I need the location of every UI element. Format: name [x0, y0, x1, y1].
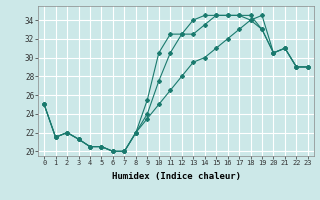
X-axis label: Humidex (Indice chaleur): Humidex (Indice chaleur) [111, 172, 241, 181]
